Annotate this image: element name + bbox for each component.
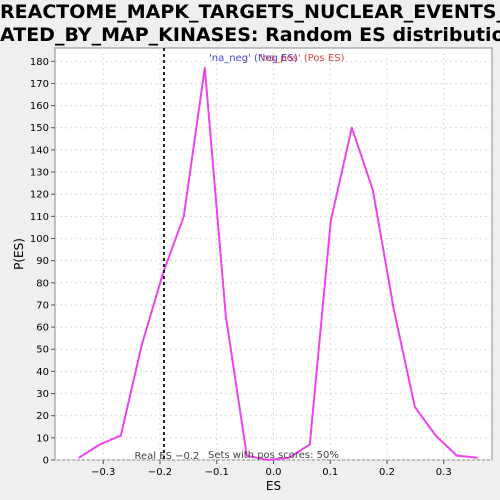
y-tick-label: 90 — [36, 256, 49, 267]
y-tick-label: 30 — [36, 389, 49, 400]
y-tick-label: 40 — [36, 367, 49, 378]
y-tick-label: 170 — [30, 79, 49, 90]
y-tick-label: 50 — [36, 345, 49, 356]
chart-title-line-2: ATED_BY_MAP_KINASES: Random ES distribut… — [0, 24, 500, 46]
chart-title-line-1: REACTOME_MAPK_TARGETS_NUCLEAR_EVENTS_MED… — [0, 1, 500, 23]
legend-pos-es: 'na_pos' (Pos ES) — [260, 53, 345, 64]
x-tick-label: −0.2 — [148, 467, 172, 478]
x-tick-label: 0.2 — [379, 467, 395, 478]
legend-neg-es: 'na_neg' (Neg ES) — [209, 53, 298, 64]
y-tick-label: 180 — [30, 57, 49, 68]
x-tick-label: 0.0 — [266, 467, 282, 478]
real-es-label: Real ES −0.2 — [135, 451, 200, 462]
series-layer — [78, 66, 478, 461]
x-tick-label: −0.1 — [205, 467, 229, 478]
y-tick-label: 70 — [36, 300, 49, 311]
y-tick-label: 60 — [36, 323, 49, 334]
y-axis-label: P(ES) — [12, 238, 26, 270]
y-tick-label: 160 — [30, 101, 49, 112]
y-tick-label: 110 — [30, 212, 49, 223]
x-tick-label: −0.3 — [91, 467, 115, 478]
pos-scores-annotation: Sets with pos scores: 50% — [208, 450, 339, 461]
x-tick-label: 0.1 — [322, 467, 338, 478]
axis-ticks: 0 10 20 30 40 50 60 70 80 90 100 110 120 130 140 150 160… — [30, 57, 452, 478]
y-tick-label: 120 — [30, 190, 49, 201]
x-tick-label: 0.3 — [436, 467, 452, 478]
y-tick-label: 0 — [43, 456, 49, 467]
y-tick-label: 130 — [30, 168, 49, 179]
y-tick-label: 80 — [36, 278, 49, 289]
x-axis-label: ES — [266, 479, 281, 493]
y-tick-label: 100 — [30, 234, 49, 245]
y-tick-label: 20 — [36, 411, 49, 422]
y-tick-label: 10 — [36, 433, 49, 444]
grid-lines — [55, 48, 492, 461]
es-distribution-line — [78, 66, 478, 461]
y-tick-label: 150 — [30, 123, 49, 134]
y-tick-label: 140 — [30, 145, 49, 156]
chart-title: REACTOME_MAPK_TARGETS_NUCLEAR_EVENTS_MED… — [0, 1, 500, 47]
